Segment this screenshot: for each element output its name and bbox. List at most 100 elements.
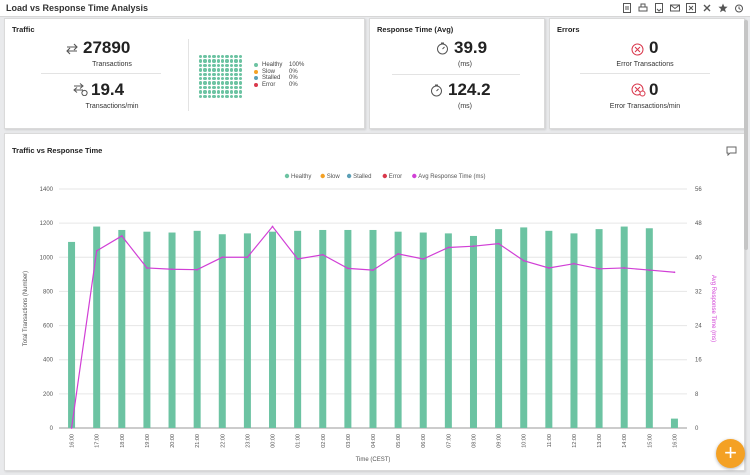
waffle-cell	[199, 68, 203, 72]
chart-panel: Traffic vs Response Time 0 200 400 600 800 10…	[4, 133, 745, 471]
x-tick-label: 07:00	[446, 434, 452, 448]
response-avg-value: 39.9	[454, 38, 488, 57]
x-tick-label: 01:00	[296, 434, 302, 448]
legend-value: 0%	[289, 81, 298, 88]
bar	[118, 229, 126, 428]
error-icon	[631, 43, 644, 56]
legend-dot	[254, 76, 258, 80]
chart-legend-label: Error	[389, 174, 402, 180]
waffle-cell	[203, 90, 207, 94]
waffle-cell	[216, 63, 220, 68]
waffle-cell	[234, 94, 238, 98]
print-icon[interactable]	[638, 3, 648, 13]
excel-icon[interactable]	[686, 3, 696, 13]
y2-tick-label: 8	[695, 392, 699, 398]
traffic-panel: Traffic 27890 Transactions 19.4 Transact…	[4, 18, 365, 129]
stopwatch-icon-2	[431, 84, 442, 97]
legend-label: Slow	[262, 68, 276, 75]
waffle-cell	[234, 81, 238, 85]
line-point	[522, 259, 525, 262]
x-tick-label: 00:00	[271, 434, 277, 448]
x-tick-label: 10:00	[522, 434, 528, 448]
bar	[520, 227, 528, 428]
chart-legend-label: Avg Response Time (ms)	[418, 174, 485, 180]
waffle-cell	[220, 85, 225, 90]
tpm-icon	[73, 83, 88, 96]
waffle-cell	[238, 72, 242, 76]
y-tick-label: 800	[43, 289, 54, 295]
bar	[545, 230, 553, 428]
bar	[168, 232, 176, 428]
line-point	[171, 268, 173, 271]
line-point	[70, 427, 73, 429]
traffic-response-chart: 0 200 400 600 800 1000 1200 1400 0 8 16 24 32 40 48 56 1…	[23, 173, 716, 463]
waffle-cell	[225, 94, 229, 98]
traffic-divider-h	[41, 73, 161, 74]
legend-label: Stalled	[262, 75, 281, 81]
y2-tick-label: 56	[695, 187, 702, 193]
y-tick-label: 1400	[40, 187, 54, 193]
response-title: Response Time (Avg)	[377, 25, 454, 34]
x-tick-label: 13:00	[597, 434, 603, 448]
chart-legend-marker	[284, 173, 290, 179]
legend-label: Error	[262, 81, 276, 88]
x-axis-label: Time (CEST)	[356, 457, 391, 463]
line-point	[271, 225, 274, 228]
line-point	[296, 258, 299, 260]
export-pdf-icon[interactable]	[622, 3, 632, 13]
waffle-cell	[207, 63, 212, 68]
traffic-legend-item: Error 0%	[254, 82, 298, 88]
waffle-cell	[220, 90, 225, 94]
waffle-cell	[199, 81, 203, 85]
line-point	[598, 267, 600, 270]
add-button[interactable]: +	[716, 439, 745, 468]
x-tick-label: 16:00	[672, 434, 678, 448]
waffle-cell	[216, 55, 220, 59]
waffle-cell	[212, 68, 216, 72]
waffle-cell	[238, 55, 242, 59]
email-icon[interactable]	[670, 3, 680, 13]
x-tick-label: 18:00	[120, 434, 126, 448]
waffle-cell	[229, 94, 234, 98]
chart-panel-title: Traffic vs Response Time	[12, 146, 103, 155]
waffle-cell	[199, 76, 203, 81]
comment-icon[interactable]	[726, 146, 737, 156]
line-point	[346, 267, 349, 270]
transactions-value: 27890	[83, 38, 131, 57]
y2-tick-label: 32	[695, 289, 702, 295]
tpm-value: 19.4	[91, 80, 125, 99]
bar	[394, 231, 402, 428]
chart-legend-marker	[320, 173, 325, 179]
alarm-icon[interactable]	[734, 3, 744, 13]
waffle-cell	[238, 85, 242, 90]
waffle-cell	[229, 85, 234, 90]
waffle-cell	[225, 59, 229, 63]
waffle-cell	[199, 90, 203, 94]
waffle-cell	[238, 90, 242, 94]
star-icon[interactable]	[718, 3, 728, 13]
waffle-cell	[203, 85, 207, 90]
bar	[595, 229, 603, 428]
waffle-cell	[207, 59, 212, 63]
waffle-cell	[207, 94, 212, 98]
traffic-legend-item: Slow 0%	[254, 69, 298, 75]
waffle-cell	[212, 90, 216, 94]
scrollbar[interactable]	[744, 20, 748, 250]
close-icon[interactable]	[702, 3, 712, 13]
legend-label: Healthy	[262, 62, 283, 68]
x-tick-label: 21:00	[195, 434, 201, 448]
waffle-cell	[220, 72, 225, 76]
toolbar	[622, 3, 744, 13]
waffle-cell	[203, 59, 207, 63]
legend-dot	[254, 82, 258, 87]
waffle-cell	[216, 68, 220, 72]
export-icon[interactable]	[654, 3, 664, 13]
line-point	[321, 253, 324, 256]
waffle-cell	[238, 81, 242, 85]
waffle-cell	[220, 63, 225, 68]
waffle-cell	[225, 72, 229, 76]
line-point	[573, 262, 575, 265]
bar	[93, 226, 101, 428]
waffle-cell	[212, 85, 216, 90]
error-rate-value: 0	[649, 80, 659, 99]
